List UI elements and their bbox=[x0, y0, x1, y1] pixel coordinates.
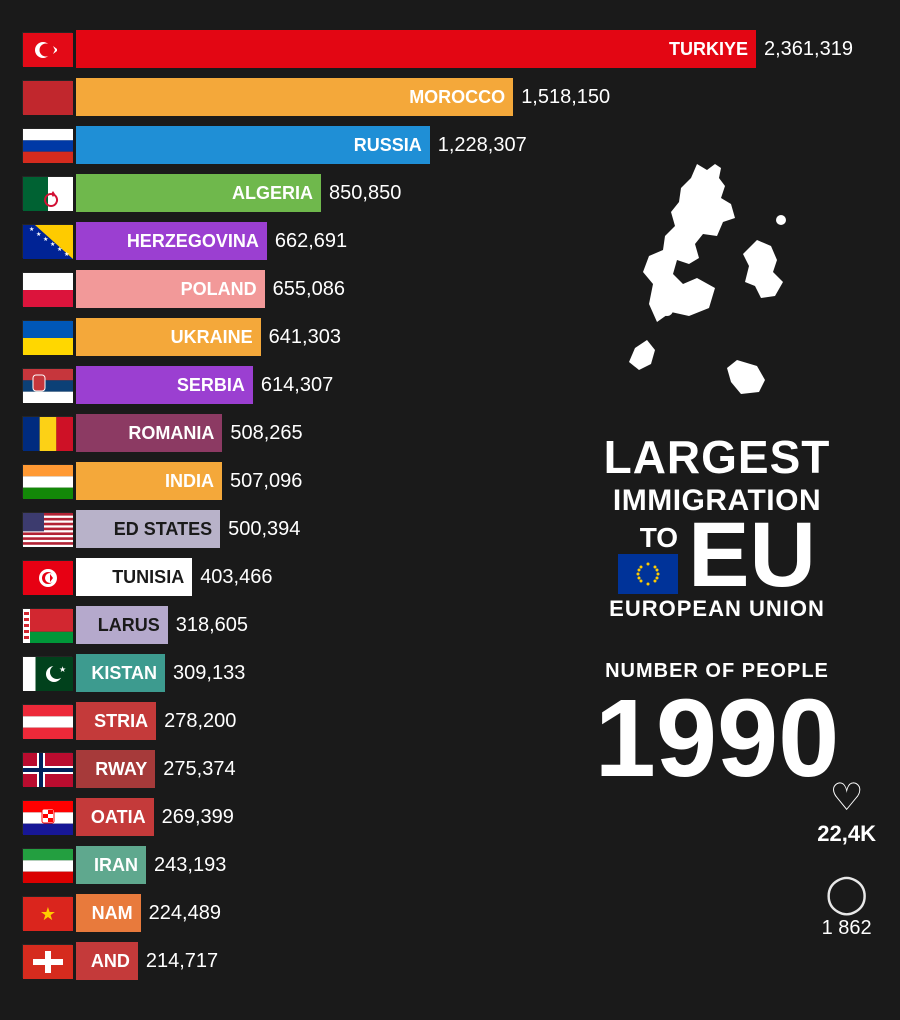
bar-value: 614,307 bbox=[261, 374, 333, 397]
bar: KISTAN bbox=[76, 654, 165, 692]
title-largest: LARGEST bbox=[562, 430, 872, 484]
bar-value: 403,466 bbox=[200, 566, 272, 589]
bar: RUSSIA bbox=[76, 126, 430, 164]
bar-value: 655,086 bbox=[273, 278, 345, 301]
title-eu: EU bbox=[688, 516, 816, 594]
bar: HERZEGOVINA bbox=[76, 222, 267, 260]
bar-row: AND 214,717 bbox=[22, 940, 882, 982]
flag-icon bbox=[22, 464, 72, 498]
like-count: 22,4K bbox=[817, 821, 876, 847]
bar: ROMANIA bbox=[76, 414, 222, 452]
flag-icon: ★★★★★★ bbox=[22, 224, 72, 258]
bar: UKRAINE bbox=[76, 318, 261, 356]
flag-icon bbox=[22, 80, 72, 114]
flag-icon: ★ bbox=[22, 656, 72, 690]
title-to: TO bbox=[640, 523, 678, 554]
bar: RWAY bbox=[76, 750, 155, 788]
bar: POLAND bbox=[76, 270, 265, 308]
bar: IRAN bbox=[76, 846, 146, 884]
year: 1990 bbox=[562, 689, 872, 788]
eu-flag-icon bbox=[618, 554, 678, 594]
bar: INDIA bbox=[76, 462, 222, 500]
bar-value: 275,374 bbox=[163, 758, 235, 781]
bar-value: 2,361,319 bbox=[764, 38, 853, 61]
bar-value: 309,133 bbox=[173, 662, 245, 685]
flag-icon bbox=[22, 32, 72, 66]
bar: TURKIYE bbox=[76, 30, 756, 68]
bar-value: 662,691 bbox=[275, 230, 347, 253]
comment-count: 1 862 bbox=[817, 917, 876, 940]
bar: AND bbox=[76, 942, 138, 980]
bar-value: 507,096 bbox=[230, 470, 302, 493]
bar-row: MOROCCO 1,518,150 bbox=[22, 76, 882, 118]
bar-value: 243,193 bbox=[154, 854, 226, 877]
bar-row: ★ NAM 224,489 bbox=[22, 892, 882, 934]
flag-icon bbox=[22, 560, 72, 594]
flag-icon bbox=[22, 416, 72, 450]
flag-icon: ★ bbox=[22, 896, 72, 930]
bar-row: TURKIYE 2,361,319 bbox=[22, 28, 882, 70]
bar: OATIA bbox=[76, 798, 154, 836]
svg-text:★: ★ bbox=[59, 665, 66, 674]
bar-value: 278,200 bbox=[164, 710, 236, 733]
flag-icon bbox=[22, 848, 72, 882]
svg-text:★: ★ bbox=[43, 236, 48, 243]
flag-icon bbox=[22, 752, 72, 786]
comment-icon[interactable]: ◯ bbox=[817, 875, 876, 913]
bar-value: 269,399 bbox=[162, 806, 234, 829]
info-panel: LARGEST IMMIGRATION TO bbox=[562, 160, 872, 788]
eu-map-silhouette bbox=[607, 160, 827, 420]
flag-icon bbox=[22, 320, 72, 354]
svg-text:★: ★ bbox=[50, 241, 55, 248]
flag-icon bbox=[22, 512, 72, 546]
svg-text:★: ★ bbox=[36, 231, 41, 238]
svg-text:★: ★ bbox=[64, 251, 69, 258]
bar: ED STATES bbox=[76, 510, 220, 548]
flag-icon bbox=[22, 944, 72, 978]
bar-value: 641,303 bbox=[269, 326, 341, 349]
svg-text:★: ★ bbox=[40, 904, 56, 924]
flag-icon bbox=[22, 800, 72, 834]
flag-icon bbox=[22, 608, 72, 642]
flag-icon bbox=[22, 704, 72, 738]
bar-value: 224,489 bbox=[149, 902, 221, 925]
bar-value: 500,394 bbox=[228, 518, 300, 541]
bar: ALGERIA bbox=[76, 174, 321, 212]
bar: NAM bbox=[76, 894, 141, 932]
bar: TUNISIA bbox=[76, 558, 192, 596]
bar-value: 1,228,307 bbox=[438, 134, 527, 157]
flag-icon bbox=[22, 368, 72, 402]
flag-icon bbox=[22, 272, 72, 306]
flag-icon bbox=[22, 176, 72, 210]
bar: MOROCCO bbox=[76, 78, 513, 116]
bar-row: IRAN 243,193 bbox=[22, 844, 882, 886]
bar-row: OATIA 269,399 bbox=[22, 796, 882, 838]
bar-value: 1,518,150 bbox=[521, 86, 610, 109]
bar-value: 508,265 bbox=[230, 422, 302, 445]
bar-value: 214,717 bbox=[146, 950, 218, 973]
bar-value: 850,850 bbox=[329, 182, 401, 205]
svg-text:★: ★ bbox=[57, 246, 62, 253]
bar: SERBIA bbox=[76, 366, 253, 404]
bar: STRIA bbox=[76, 702, 156, 740]
bar: LARUS bbox=[76, 606, 168, 644]
bar-value: 318,605 bbox=[176, 614, 248, 637]
flag-icon bbox=[22, 128, 72, 162]
social-overlay: ♡ 22,4K ◯ 1 862 bbox=[817, 779, 876, 940]
title-european-union: EUROPEAN UNION bbox=[562, 596, 872, 622]
svg-text:★: ★ bbox=[29, 226, 34, 233]
heart-icon[interactable]: ♡ bbox=[817, 779, 876, 817]
